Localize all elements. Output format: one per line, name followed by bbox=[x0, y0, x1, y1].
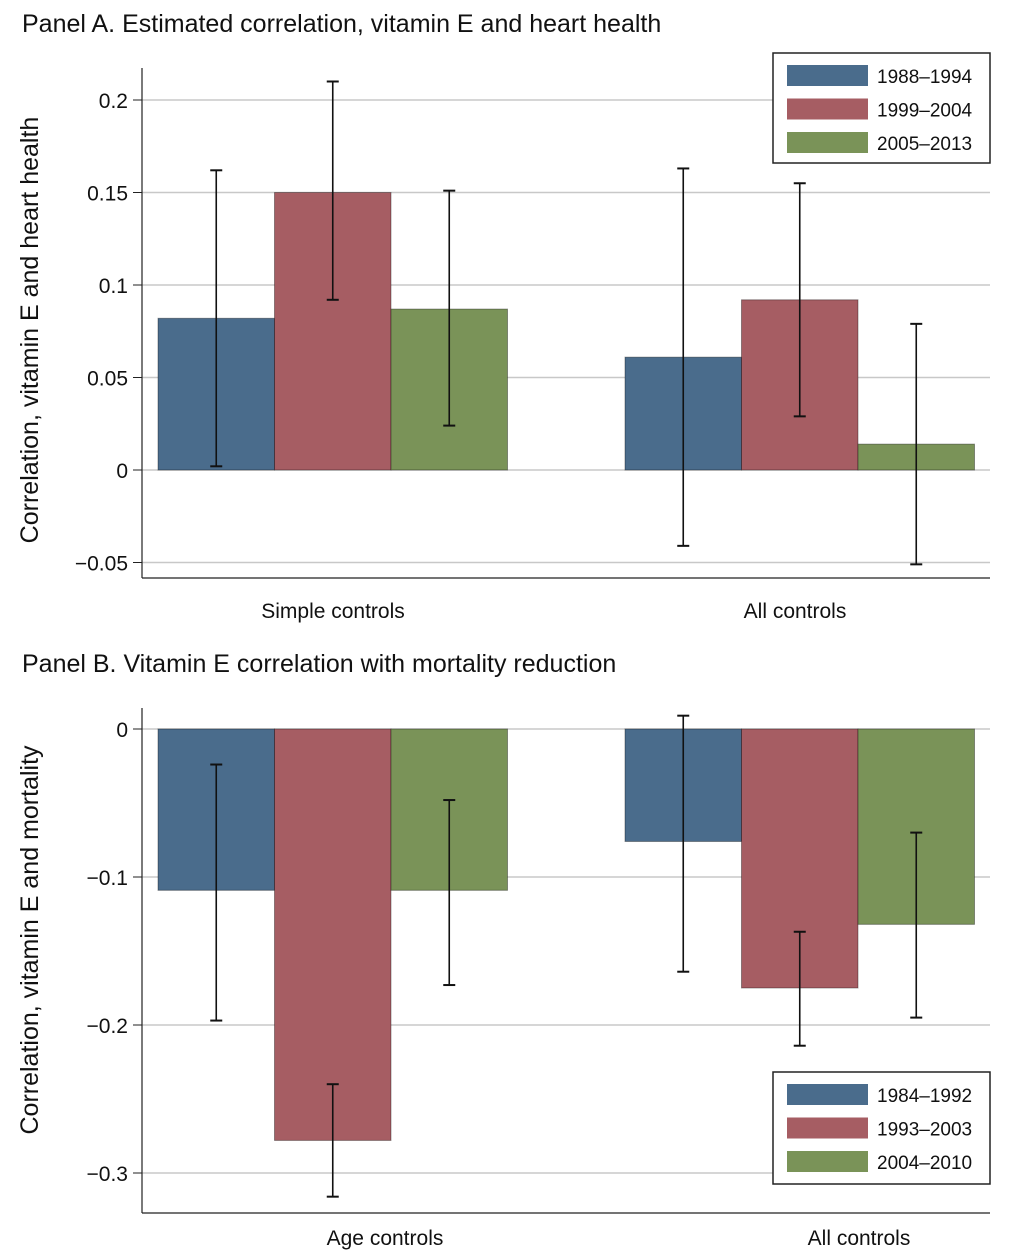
x-category-label: Simple controls bbox=[261, 600, 405, 623]
legend: 1984–1992 1993–2003 2004–2010 bbox=[772, 1071, 991, 1185]
legend-swatch bbox=[787, 98, 868, 120]
y-tick-label: 0 bbox=[116, 460, 128, 483]
chart-title: Panel B. Vitamin E correlation with mort… bbox=[22, 650, 616, 678]
y-tick-label: −0.05 bbox=[75, 553, 128, 576]
x-category-label: All controls bbox=[808, 1227, 911, 1250]
y-tick-label: −0.3 bbox=[87, 1163, 128, 1186]
legend-swatch bbox=[787, 1117, 868, 1139]
y-tick-label: 0.15 bbox=[87, 183, 128, 206]
legend-swatch bbox=[787, 1151, 868, 1172]
legend-label: 1984–1992 bbox=[877, 1086, 972, 1107]
y-tick-label: 0 bbox=[116, 719, 128, 742]
y-axis-label: Correlation, vitamin E and heart health bbox=[16, 117, 44, 544]
legend: 1988–1994 1999–2004 2005–2013 bbox=[772, 52, 991, 164]
panel-b: Panel B. Vitamin E correlation with mort… bbox=[16, 650, 991, 1250]
x-category-label: Age controls bbox=[327, 1227, 444, 1250]
x-category-label: All controls bbox=[744, 600, 847, 623]
legend-label: 2004–2010 bbox=[877, 1153, 972, 1174]
y-axis-label: Correlation, vitamin E and mortality bbox=[16, 745, 44, 1135]
legend-swatch bbox=[787, 65, 868, 86]
legend-label: 2005–2013 bbox=[877, 134, 972, 155]
y-tick-label: 0.1 bbox=[99, 275, 128, 298]
y-tick-label: −0.2 bbox=[87, 1015, 128, 1038]
legend-label: 1993–2003 bbox=[877, 1120, 972, 1141]
legend-swatch bbox=[787, 132, 868, 153]
chart-title: Panel A. Estimated correlation, vitamin … bbox=[22, 10, 661, 38]
legend-label: 1999–2004 bbox=[877, 101, 973, 122]
y-tick-label: 0.2 bbox=[99, 90, 128, 113]
y-tick-label: 0.05 bbox=[87, 368, 128, 391]
legend-label: 1988–1994 bbox=[877, 67, 973, 88]
legend-swatch bbox=[787, 1084, 868, 1105]
bar bbox=[274, 728, 392, 1141]
panel-a: Panel A. Estimated correlation, vitamin … bbox=[16, 10, 991, 623]
y-tick-label: −0.1 bbox=[87, 867, 128, 890]
